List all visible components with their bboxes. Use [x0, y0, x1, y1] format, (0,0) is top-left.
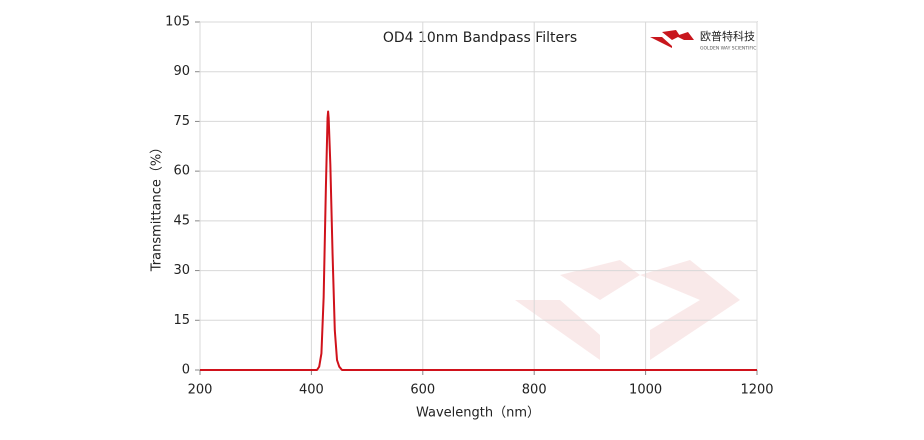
x-tick-label: 800: [522, 383, 547, 398]
x-axis-label: Wavelength（nm）: [416, 406, 540, 421]
x-tick-label: 200: [188, 383, 213, 398]
logo-subtitle: GOLDEN WAY SCIENTIFIC: [700, 46, 756, 52]
logo-mark: [650, 30, 694, 48]
x-tick-label: 600: [410, 383, 435, 398]
y-tick-label: 75: [173, 114, 190, 129]
y-tick-label: 0: [182, 363, 190, 378]
x-tick-label: 1200: [740, 383, 773, 398]
y-tick-label: 45: [173, 213, 190, 228]
y-axis-label: Transmittance（%）: [150, 141, 165, 273]
logo-name: 欧普特科技: [700, 29, 755, 43]
y-tick-label: 105: [165, 15, 190, 30]
y-tick-label: 60: [173, 164, 190, 179]
x-tick-label: 400: [299, 383, 324, 398]
y-tick-label: 30: [173, 263, 190, 278]
x-tick-label: 1000: [629, 383, 662, 398]
series-line: [200, 110, 757, 371]
chart-title: OD4 10nm Bandpass Filters: [383, 30, 577, 46]
watermark: [515, 260, 740, 360]
y-tick-label: 90: [173, 64, 190, 79]
y-tick-label: 15: [173, 313, 190, 328]
